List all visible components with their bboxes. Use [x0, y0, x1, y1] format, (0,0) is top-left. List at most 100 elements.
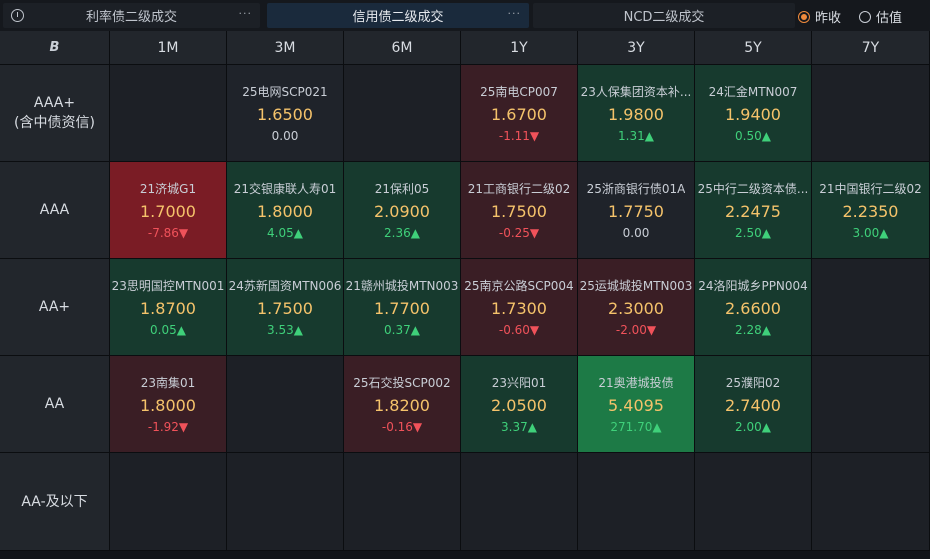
bond-card[interactable]: 21奥港城投债 5.4095 271.70▲	[578, 356, 694, 452]
bond-name[interactable]: 23兴阳01	[491, 376, 547, 390]
bond-cell[interactable]: 21保利05 2.0900 2.36▲	[344, 162, 461, 259]
empty-cell	[812, 65, 930, 162]
bond-yield: 2.0500	[491, 396, 547, 415]
bond-cell[interactable]: 25浙商银行债01A 1.7750 0.00	[578, 162, 695, 259]
bond-name[interactable]: 21奥港城投债	[598, 376, 674, 390]
bond-name[interactable]: 23思明国控MTN001	[111, 279, 225, 293]
bond-name[interactable]: 25南电CP007	[480, 85, 558, 99]
bond-card[interactable]: 21中国银行二级02 2.2350 3.00▲	[812, 162, 929, 258]
bond-cell[interactable]: 24汇金MTN007 1.9400 0.50▲	[695, 65, 812, 162]
bond-name[interactable]: 25南京公路SCP004	[464, 279, 574, 293]
bond-cell[interactable]: 23思明国控MTN001 1.8700 0.05▲	[110, 259, 227, 356]
bond-card[interactable]: 23人保集团资本补... 1.9800 1.31▲	[578, 65, 694, 161]
bond-card[interactable]: 25濮阳02 2.7400 2.00▲	[695, 356, 811, 452]
bond-name[interactable]: 21保利05	[374, 182, 430, 196]
bond-cell[interactable]: 21济城G1 1.7000 -7.86▼	[110, 162, 227, 259]
empty-cell	[344, 65, 461, 162]
more-icon[interactable]: ···	[507, 7, 521, 20]
bond-card[interactable]: 25石交投SCP002 1.8200 -0.16▼	[344, 356, 460, 452]
bond-yield: 1.7000	[140, 202, 196, 221]
bond-cell[interactable]: 25南电CP007 1.6700 -1.11▼	[461, 65, 578, 162]
bond-yield: 1.7500	[257, 299, 313, 318]
bond-name[interactable]: 24汇金MTN007	[708, 85, 798, 99]
bond-card[interactable]: 24汇金MTN007 1.9400 0.50▲	[695, 65, 811, 161]
bond-cell[interactable]: 25南京公路SCP004 1.7300 -0.60▼	[461, 259, 578, 356]
bond-cell[interactable]: 21交银康联人寿01 1.8000 4.05▲	[227, 162, 344, 259]
bond-card[interactable]: 21工商银行二级02 1.7500 -0.25▼	[461, 162, 577, 258]
bond-cell[interactable]: 21工商银行二级02 1.7500 -0.25▼	[461, 162, 578, 259]
bond-cell[interactable]: 23南集01 1.8000 -1.92▼	[110, 356, 227, 453]
bond-card[interactable]: 23思明国控MTN001 1.8700 0.05▲	[110, 259, 226, 355]
bond-name[interactable]: 25中行二级资本债...	[697, 182, 809, 196]
radio-valuation[interactable]: 估值	[859, 7, 902, 26]
radio-prev-close[interactable]: 昨收	[798, 7, 841, 26]
bond-card[interactable]: 21保利05 2.0900 2.36▲	[344, 162, 460, 258]
bond-cell[interactable]: 21奥港城投债 5.4095 271.70▲	[578, 356, 695, 453]
tab-label: 信用债二级成交	[352, 10, 444, 25]
bond-name[interactable]: 25濮阳02	[725, 376, 781, 390]
bond-cell[interactable]: 23兴阳01 2.0500 3.37▲	[461, 356, 578, 453]
bond-name[interactable]: 21中国银行二级02	[819, 182, 922, 196]
tab-rate-bond[interactable]: 利率债二级成交 ···	[3, 3, 260, 28]
empty-cell	[695, 453, 812, 551]
bond-name[interactable]: 24洛阳城乡PPN004	[698, 279, 808, 293]
bond-card[interactable]: 23兴阳01 2.0500 3.37▲	[461, 356, 577, 452]
bond-change: 0.00	[271, 129, 299, 143]
bond-card[interactable]: 25运城城投MTN003 2.3000 -2.00▼	[578, 259, 694, 355]
bond-name[interactable]: 25运城城投MTN003	[579, 279, 693, 293]
bond-name[interactable]: 21赣州城投MTN003	[345, 279, 459, 293]
tab-credit-bond[interactable]: 信用债二级成交 ···	[267, 3, 529, 28]
bond-cell[interactable]: 21赣州城投MTN003 1.7700 0.37▲	[344, 259, 461, 356]
bond-cell[interactable]: 25运城城投MTN003 2.3000 -2.00▼	[578, 259, 695, 356]
bond-cell[interactable]: 24洛阳城乡PPN004 2.6600 2.28▲	[695, 259, 812, 356]
logo-icon: B	[49, 40, 60, 55]
bond-change: 3.00▲	[852, 226, 889, 240]
tab-ncd[interactable]: NCD二级成交	[533, 3, 795, 28]
bond-card[interactable]: 24洛阳城乡PPN004 2.6600 2.28▲	[695, 259, 811, 355]
bond-card[interactable]: 25南京公路SCP004 1.7300 -0.60▼	[461, 259, 577, 355]
info-icon[interactable]	[11, 9, 24, 22]
bond-cell[interactable]: 25电网SCP021 1.6500 0.00	[227, 65, 344, 162]
bond-name[interactable]: 23人保集团资本补...	[580, 85, 692, 99]
bond-cell[interactable]: 25中行二级资本债... 2.2475 2.50▲	[695, 162, 812, 259]
bond-name[interactable]: 24苏新国资MTN006	[228, 279, 342, 293]
bond-yield: 1.8700	[140, 299, 196, 318]
bond-card[interactable]: 23南集01 1.8000 -1.92▼	[110, 356, 226, 452]
bond-yield: 1.9400	[725, 105, 781, 124]
bond-name[interactable]: 23南集01	[140, 376, 196, 390]
bond-card[interactable]: 21赣州城投MTN003 1.7700 0.37▲	[344, 259, 460, 355]
bond-card[interactable]: 24苏新国资MTN006 1.7500 3.53▲	[227, 259, 343, 355]
more-icon[interactable]: ···	[238, 7, 252, 20]
bond-name[interactable]: 21交银康联人寿01	[233, 182, 337, 196]
bond-card[interactable]: 25中行二级资本债... 2.2475 2.50▲	[695, 162, 811, 258]
empty-cell	[110, 453, 227, 551]
bond-change: -1.92▼	[147, 420, 189, 434]
radio-icon[interactable]	[859, 10, 871, 23]
bond-cell[interactable]: 24苏新国资MTN006 1.7500 3.53▲	[227, 259, 344, 356]
empty-cell	[461, 453, 578, 551]
empty-cell	[812, 453, 930, 551]
bond-card[interactable]: 25南电CP007 1.6700 -1.11▼	[461, 65, 577, 161]
tab-bar: 利率债二级成交 ··· 信用债二级成交 ··· NCD二级成交 昨收 估值	[0, 0, 930, 32]
bond-cell[interactable]: 25石交投SCP002 1.8200 -0.16▼	[344, 356, 461, 453]
column-header-3Y: 3Y	[578, 31, 695, 65]
bond-name[interactable]: 25石交投SCP002	[353, 376, 451, 390]
bond-yield: 1.7700	[374, 299, 430, 318]
bond-card[interactable]: 21济城G1 1.7000 -7.86▼	[110, 162, 226, 258]
radio-selected-icon[interactable]	[798, 10, 810, 23]
bond-name[interactable]: 25浙商银行债01A	[586, 182, 686, 196]
bond-card[interactable]: 25浙商银行债01A 1.7750 0.00	[578, 162, 694, 258]
bond-card[interactable]: 25电网SCP021 1.6500 0.00	[227, 65, 343, 161]
bond-change: -0.25▼	[498, 226, 540, 240]
row-header: AA	[0, 356, 110, 453]
bond-name[interactable]: 21工商银行二级02	[467, 182, 571, 196]
bond-yield: 1.8200	[374, 396, 430, 415]
bond-name[interactable]: 21济城G1	[139, 182, 197, 196]
bond-cell[interactable]: 21中国银行二级02 2.2350 3.00▲	[812, 162, 930, 259]
bond-change: -0.16▼	[381, 420, 423, 434]
bond-name[interactable]: 25电网SCP021	[242, 85, 328, 99]
bond-card[interactable]: 21交银康联人寿01 1.8000 4.05▲	[227, 162, 343, 258]
bond-cell[interactable]: 23人保集团资本补... 1.9800 1.31▲	[578, 65, 695, 162]
bond-cell[interactable]: 25濮阳02 2.7400 2.00▲	[695, 356, 812, 453]
bond-yield: 2.0900	[374, 202, 430, 221]
